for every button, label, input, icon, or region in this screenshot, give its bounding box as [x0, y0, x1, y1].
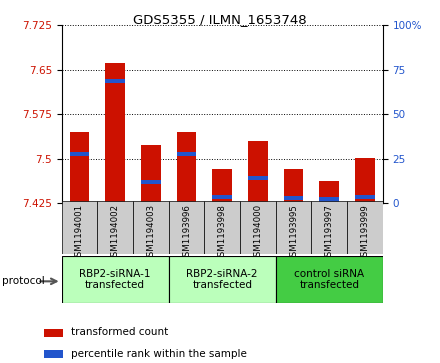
Bar: [44, 350, 63, 358]
Text: percentile rank within the sample: percentile rank within the sample: [71, 348, 247, 359]
Bar: [312, 201, 347, 254]
Bar: [141, 180, 161, 184]
Bar: [319, 197, 339, 201]
Text: transformed count: transformed count: [71, 327, 169, 337]
Text: GSM1194002: GSM1194002: [110, 204, 120, 262]
Text: GSM1194001: GSM1194001: [75, 204, 84, 262]
Bar: [213, 195, 232, 199]
Bar: [44, 329, 63, 337]
Bar: [105, 63, 125, 203]
Bar: [284, 170, 304, 203]
Bar: [62, 256, 169, 303]
Text: GSM1194003: GSM1194003: [147, 204, 155, 262]
Bar: [62, 201, 97, 254]
Bar: [276, 201, 312, 254]
Bar: [97, 201, 133, 254]
Bar: [177, 152, 196, 156]
Bar: [248, 141, 268, 203]
Text: GDS5355 / ILMN_1653748: GDS5355 / ILMN_1653748: [133, 13, 307, 26]
Text: GSM1194000: GSM1194000: [253, 204, 262, 262]
Bar: [355, 158, 375, 203]
Bar: [70, 131, 89, 203]
Text: RBP2-siRNA-2
transfected: RBP2-siRNA-2 transfected: [187, 269, 258, 290]
Bar: [70, 152, 89, 156]
Bar: [284, 196, 304, 200]
Text: GSM1193998: GSM1193998: [218, 204, 227, 262]
Bar: [240, 201, 276, 254]
Bar: [141, 144, 161, 203]
Bar: [169, 201, 204, 254]
Bar: [276, 256, 383, 303]
Text: control siRNA
transfected: control siRNA transfected: [294, 269, 364, 290]
Bar: [169, 256, 276, 303]
Text: GSM1193995: GSM1193995: [289, 204, 298, 262]
Bar: [355, 195, 375, 199]
Text: GSM1193999: GSM1193999: [360, 204, 370, 262]
Bar: [248, 176, 268, 180]
Bar: [347, 201, 383, 254]
Text: RBP2-siRNA-1
transfected: RBP2-siRNA-1 transfected: [79, 269, 151, 290]
Bar: [105, 79, 125, 83]
Bar: [204, 201, 240, 254]
Bar: [213, 170, 232, 203]
Bar: [177, 131, 196, 203]
Bar: [133, 201, 169, 254]
Bar: [319, 182, 339, 203]
Text: GSM1193996: GSM1193996: [182, 204, 191, 262]
Text: GSM1193997: GSM1193997: [325, 204, 334, 262]
Text: protocol: protocol: [2, 276, 45, 286]
